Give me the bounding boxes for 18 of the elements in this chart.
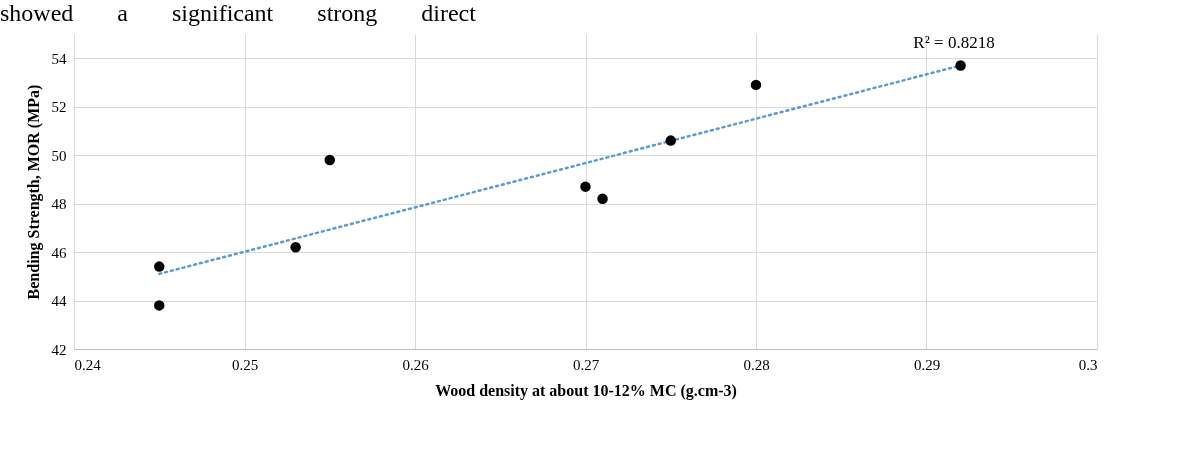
y-tick-label: 44: [51, 293, 67, 310]
x-tick-label: 0.24: [74, 356, 102, 373]
x-tick-label: 0.25: [231, 356, 259, 373]
y-axis-title: Bending Strength, MOR (MPa): [24, 84, 43, 300]
x-tick-label: 0.28: [743, 356, 770, 373]
x-tick-label: 0.26: [402, 356, 430, 373]
x-tick-label: 0.29: [913, 356, 941, 373]
annotation: R² = 0.8218: [913, 33, 995, 52]
y-tick-label: 48: [51, 196, 67, 213]
y-tick-label: 42: [51, 341, 67, 358]
y-tick-label: 52: [51, 99, 67, 116]
y-tick-label: 54: [51, 50, 67, 67]
x-tick-label: 0.27: [572, 356, 600, 373]
y-tick-label: 46: [51, 244, 67, 261]
x-tick-label: 0.3: [1078, 356, 1098, 373]
y-tick-label: 50: [51, 147, 67, 164]
x-axis-title: Wood density at about 10-12% MC (g.cm-3): [435, 381, 737, 400]
text: showed a significant strong direct: [0, 0, 476, 27]
